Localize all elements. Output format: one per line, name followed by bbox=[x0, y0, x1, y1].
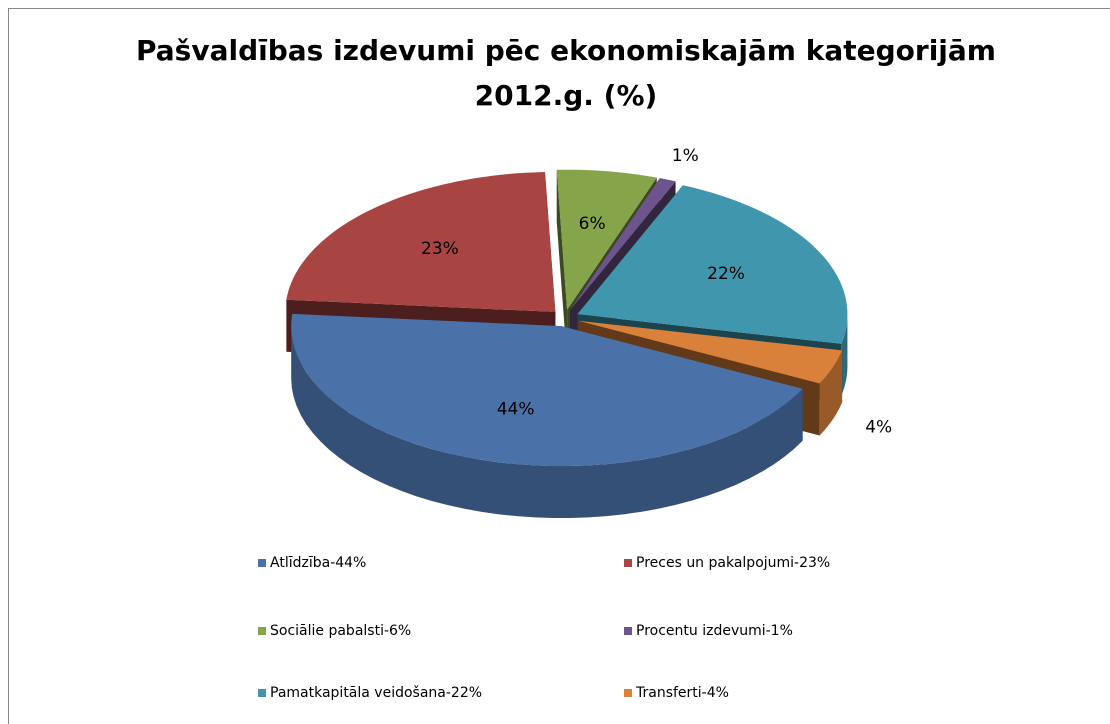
data-label: 22% bbox=[707, 264, 745, 284]
data-label: 4% bbox=[865, 418, 892, 438]
chart-title: Pašvaldības izdevumi pēc ekonomiskajām k… bbox=[136, 34, 996, 67]
chart-title: 2012.g. (%) bbox=[475, 79, 658, 112]
legend-swatch bbox=[624, 627, 632, 635]
legend-label: Sociālie pabalsti-6% bbox=[270, 623, 411, 639]
legend-swatch bbox=[624, 559, 632, 567]
data-label: 1% bbox=[672, 146, 699, 166]
data-label: 6% bbox=[579, 214, 606, 234]
pie-slice bbox=[291, 313, 803, 467]
data-label: 23% bbox=[421, 239, 459, 259]
data-label: 44% bbox=[497, 400, 535, 420]
pie-slice bbox=[286, 172, 556, 312]
legend-label: Atlīdzība-44% bbox=[270, 555, 366, 571]
slice-wall bbox=[819, 350, 843, 436]
slice-wall bbox=[291, 326, 803, 519]
pie-slice bbox=[556, 169, 657, 310]
slice-side bbox=[556, 169, 568, 362]
legend-swatch bbox=[258, 689, 266, 697]
legend-label: Preces un pakalpojumi-23% bbox=[636, 555, 830, 571]
pie-slice bbox=[578, 320, 843, 384]
legend-label: Pamatkapitāla veidošana-22% bbox=[270, 685, 482, 701]
legend-label: Transferti-4% bbox=[635, 685, 729, 701]
legend-swatch bbox=[624, 689, 632, 697]
legend-swatch bbox=[258, 627, 266, 635]
slice-wall bbox=[841, 314, 848, 396]
pie-slice bbox=[570, 178, 676, 311]
legend-swatch bbox=[258, 559, 266, 567]
legend-label: Procentu izdevumi-1% bbox=[636, 623, 793, 639]
pie-slice bbox=[577, 185, 848, 344]
